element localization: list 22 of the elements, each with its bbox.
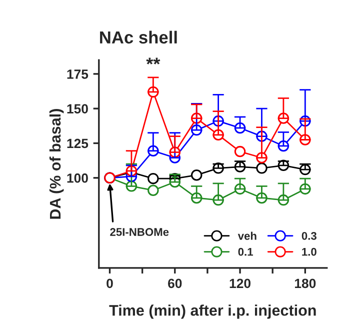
point <box>256 162 268 174</box>
point <box>148 172 159 184</box>
point <box>234 146 246 158</box>
x-tick-label: 120 <box>230 278 250 288</box>
annotation: 25I-NBOMe <box>110 228 169 236</box>
y-axis-title: DA (% of basal) <box>49 109 64 219</box>
legend-label: veh <box>238 232 256 240</box>
y-tick-label: 175 <box>67 70 88 79</box>
x-axis-title: Time (min) after i.p. injection <box>109 304 316 319</box>
x-tick-label: 60 <box>168 278 182 288</box>
legend-label: 0.1 <box>238 248 253 256</box>
legend-label: 0.3 <box>302 232 316 240</box>
y-tick-label: 100 <box>67 173 88 183</box>
y-tick-label: 125 <box>67 138 88 148</box>
annotation: ** <box>146 58 160 64</box>
chart-title: NAc shell <box>100 30 177 44</box>
legend-label: 1.0 <box>302 248 316 256</box>
point <box>190 169 202 181</box>
x-tick-label: 0 <box>106 278 113 288</box>
y-tick-label: 150 <box>67 104 88 114</box>
x-tick-label: 180 <box>294 278 316 288</box>
point <box>148 184 159 196</box>
